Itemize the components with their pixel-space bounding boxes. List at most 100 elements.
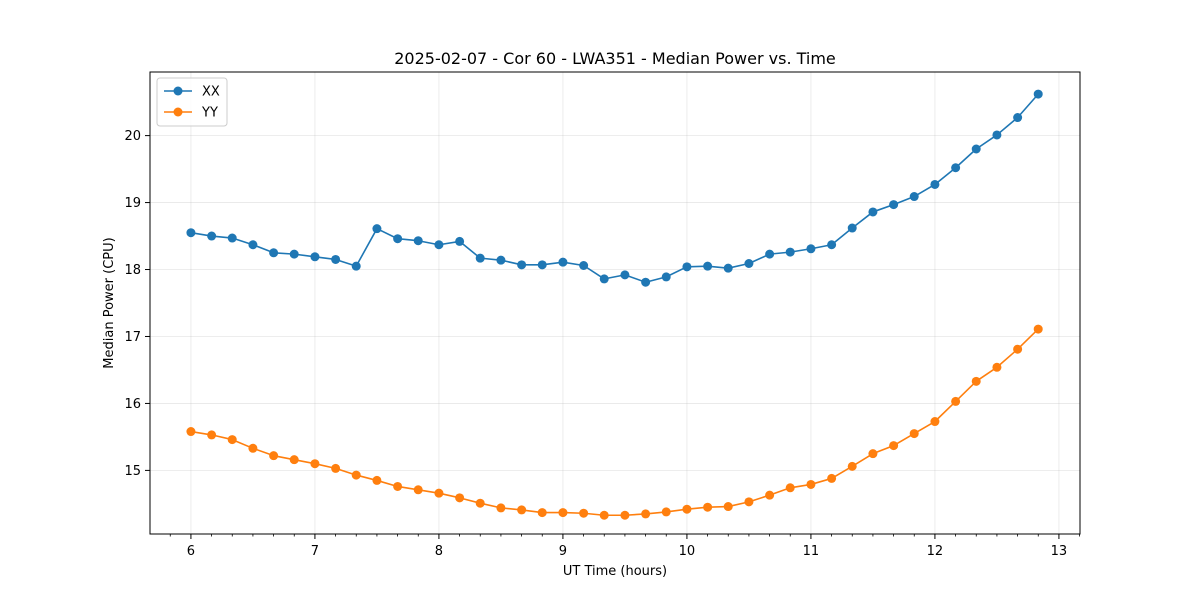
data-point-yy (248, 443, 258, 453)
legend-marker-xx (173, 86, 183, 96)
data-point-yy (517, 505, 527, 515)
data-point-xx (434, 240, 444, 250)
legend-label-yy: YY (201, 106, 218, 121)
data-point-yy (992, 362, 1002, 372)
data-point-yy (661, 507, 671, 517)
data-point-yy (641, 509, 651, 519)
data-point-xx (951, 163, 961, 173)
y-axis-label: Median Power (CPU) (102, 237, 117, 368)
data-point-xx (785, 247, 795, 257)
data-point-xx (351, 261, 361, 271)
data-point-yy (847, 461, 857, 471)
series-layer (186, 89, 1043, 520)
data-point-yy (889, 441, 899, 451)
data-point-yy (930, 417, 940, 427)
data-point-yy (496, 503, 506, 513)
data-point-yy (868, 449, 878, 459)
data-point-xx (517, 260, 527, 270)
data-point-xx (372, 224, 382, 234)
data-point-xx (847, 223, 857, 233)
data-point-yy (289, 455, 299, 465)
data-point-xx (971, 144, 981, 154)
data-point-yy (971, 376, 981, 386)
data-point-xx (765, 249, 775, 259)
data-point-yy (227, 435, 237, 445)
data-point-yy (909, 429, 919, 439)
data-point-yy (434, 488, 444, 498)
data-point-yy (393, 481, 403, 491)
y-tick-label: 15 (124, 464, 141, 479)
x-tick-label: 7 (311, 544, 319, 559)
data-point-xx (661, 272, 671, 282)
data-point-yy (765, 490, 775, 500)
tick-layer: 6 7 8 9 10 11 12 13 15 16 17 18 19 20 (124, 129, 1080, 559)
x-tick-label: 8 (435, 544, 443, 559)
data-point-xx (930, 179, 940, 189)
data-point-xx (227, 233, 237, 243)
data-point-xx (641, 277, 651, 287)
data-point-yy (723, 502, 733, 512)
data-point-yy (703, 502, 713, 512)
x-tick-label: 9 (559, 544, 567, 559)
x-tick-label: 11 (803, 544, 820, 559)
data-point-xx (455, 236, 465, 246)
data-point-xx (475, 253, 485, 263)
data-point-yy (599, 510, 609, 520)
data-point-xx (992, 130, 1002, 140)
data-point-yy (558, 508, 568, 518)
data-point-xx (744, 258, 754, 268)
legend-marker-yy (173, 107, 183, 117)
data-point-xx (806, 244, 816, 254)
data-point-yy (806, 479, 816, 489)
x-tick-label: 12 (927, 544, 944, 559)
data-point-yy (785, 483, 795, 493)
chart-title: 2025-02-07 - Cor 60 - LWA351 - Median Po… (394, 49, 836, 68)
data-point-xx (599, 274, 609, 284)
y-tick-label: 20 (124, 129, 141, 144)
data-point-xx (868, 207, 878, 217)
data-point-xx (558, 257, 568, 267)
data-point-yy (310, 459, 320, 469)
data-point-xx (207, 231, 217, 241)
data-point-xx (620, 270, 630, 280)
data-point-xx (579, 261, 589, 271)
data-point-yy (186, 427, 196, 437)
data-point-yy (351, 470, 361, 480)
data-point-xx (682, 262, 692, 272)
data-point-yy (475, 498, 485, 508)
data-point-xx (1033, 89, 1043, 99)
y-tick-label: 19 (124, 196, 141, 211)
data-point-xx (289, 249, 299, 259)
data-point-xx (186, 228, 196, 238)
data-point-xx (413, 236, 423, 246)
y-tick-label: 16 (124, 397, 141, 412)
data-point-yy (620, 510, 630, 520)
data-point-yy (1013, 344, 1023, 354)
x-axis-label: UT Time (hours) (563, 564, 667, 579)
data-point-yy (682, 504, 692, 514)
data-point-xx (269, 248, 279, 258)
data-point-xx (537, 260, 547, 270)
data-point-xx (248, 240, 258, 250)
legend: XX YY (156, 77, 228, 127)
data-point-yy (372, 475, 382, 485)
data-point-xx (889, 200, 899, 210)
x-tick-label: 10 (679, 544, 696, 559)
data-point-xx (393, 234, 403, 244)
x-tick-label: 13 (1051, 544, 1068, 559)
data-point-yy (744, 497, 754, 507)
data-point-yy (413, 485, 423, 495)
data-point-xx (331, 254, 341, 264)
y-tick-label: 17 (124, 330, 141, 345)
data-point-xx (496, 255, 506, 265)
data-point-yy (331, 463, 341, 473)
data-point-yy (455, 493, 465, 503)
data-point-xx (723, 263, 733, 273)
data-point-yy (827, 473, 837, 483)
data-point-yy (537, 508, 547, 518)
data-point-xx (703, 261, 713, 271)
data-point-yy (207, 430, 217, 440)
x-tick-label: 6 (187, 544, 195, 559)
data-point-xx (909, 192, 919, 202)
